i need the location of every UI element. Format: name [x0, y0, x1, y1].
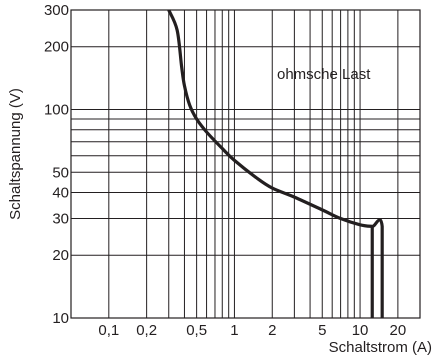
y-tick-label: 30	[52, 211, 69, 228]
x-tick-label: 0,5	[186, 322, 207, 339]
x-tick-label: 5	[318, 322, 326, 339]
y-axis-label: Schaltspannung (V)	[7, 88, 24, 220]
x-tick-label: 1	[230, 322, 238, 339]
x-tick-label: 0,2	[136, 322, 157, 339]
y-tick-label: 300	[44, 2, 69, 19]
load-limit-curve	[167, 9, 384, 318]
y-tick-label: 20	[52, 247, 69, 264]
x-tick-label: 0,1	[98, 322, 119, 339]
plot-frame	[70, 9, 421, 319]
x-tick-label: 10	[352, 322, 369, 339]
x-axis-label: Schaltstrom (A)	[329, 339, 432, 356]
y-tick-label: 100	[44, 101, 69, 118]
tick-layer: 0,1 0,2 0,5 1 2 5 10 20 10 20 30 40 50 100 200 300	[44, 2, 406, 339]
annotation-ohmsche-last: ohmsche Last	[277, 66, 371, 83]
x-tick-label: 20	[390, 322, 407, 339]
grid-layer	[71, 10, 420, 318]
y-tick-label: 200	[44, 39, 69, 56]
x-tick-label: 2	[268, 322, 276, 339]
y-tick-label: 40	[52, 184, 69, 201]
y-tick-label: 10	[52, 310, 69, 327]
y-tick-label: 50	[52, 164, 69, 181]
curve-layer	[167, 9, 384, 318]
